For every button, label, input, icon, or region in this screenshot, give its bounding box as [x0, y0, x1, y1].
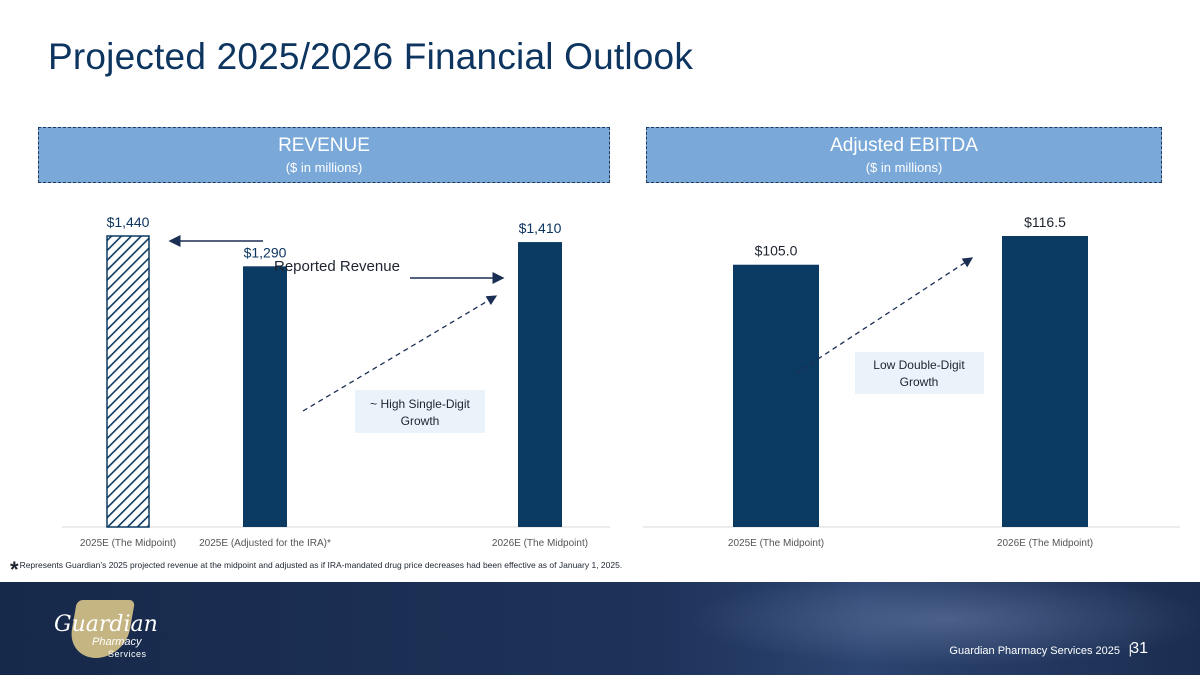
revenue-bar-2025e-adjusted [243, 266, 287, 527]
revenue-category-label: 2025E (The Midpoint) [80, 538, 176, 549]
footer-separator: | [1128, 642, 1132, 657]
footer-photo [640, 582, 1200, 675]
revenue-value-label: $1,440 [107, 214, 150, 230]
revenue-growth-arrow [302, 295, 498, 412]
revenue-value-label: $1,290 [244, 244, 287, 260]
revenue-header: REVENUE [278, 135, 370, 156]
logo-name: Guardian [54, 612, 158, 637]
revenue-panel-header: REVENUE ($ in millions) [38, 127, 610, 183]
ebitda-bar-2025e-midpoint [733, 264, 819, 527]
charts-svg: $1,440 $1,290 $1,410 2025E (The Midpoint… [62, 214, 1180, 549]
ebitda-growth-label-line2: Growth [900, 375, 939, 389]
ebitda-panel-header: Adjusted EBITDA ($ in millions) [646, 127, 1162, 183]
logo-line2: Pharmacy [92, 636, 142, 648]
ebitda-category-label: 2026E (The Midpoint) [997, 538, 1093, 549]
ebitda-header: Adjusted EBITDA [830, 135, 978, 156]
revenue-chart: $1,440 $1,290 $1,410 2025E (The Midpoint… [62, 214, 610, 549]
revenue-bar-2026e-midpoint [518, 242, 562, 527]
ebitda-value-label: $116.5 [1024, 214, 1066, 230]
footnote-marker: * [10, 557, 19, 582]
ebitda-growth-box [855, 352, 984, 394]
footnote-text: Represents Guardian’s 2025 projected rev… [19, 560, 623, 570]
ebitda-growth-label-line1: Low Double-Digit [873, 358, 965, 372]
footnote: *Represents Guardian’s 2025 projected re… [10, 557, 622, 583]
ebitda-subheader: ($ in millions) [865, 160, 943, 175]
revenue-bar-2025e-midpoint [106, 235, 150, 528]
ebitda-chart: $105.0 $116.5 2025E (The Midpoint) 2026E… [643, 214, 1180, 549]
page-title: Projected 2025/2026 Financial Outlook [48, 36, 694, 77]
guardian-logo: Guardian Pharmacy Services [50, 598, 170, 662]
revenue-growth-label-line1: ~ High Single-Digit [370, 397, 470, 411]
ebitda-category-label: 2025E (The Midpoint) [728, 538, 824, 549]
revenue-growth-label-line2: Growth [401, 414, 440, 428]
revenue-subheader: ($ in millions) [285, 160, 363, 175]
page-number: 31 [1130, 640, 1148, 657]
footer-company: Guardian Pharmacy Services 2025 [949, 645, 1120, 657]
revenue-category-label: 2026E (The Midpoint) [492, 538, 588, 549]
reported-revenue-label: Reported Revenue [274, 258, 400, 275]
logo-line3: Services [108, 649, 147, 659]
revenue-value-label: $1,410 [519, 220, 562, 236]
ebitda-value-label: $105.0 [755, 243, 798, 259]
revenue-category-label: 2025E (Adjusted for the IRA)* [199, 538, 331, 549]
ebitda-bar-2026e-midpoint [1002, 236, 1088, 527]
footer: Guardian Pharmacy Services Guardian Phar… [0, 582, 1200, 675]
revenue-growth-box [355, 390, 485, 433]
